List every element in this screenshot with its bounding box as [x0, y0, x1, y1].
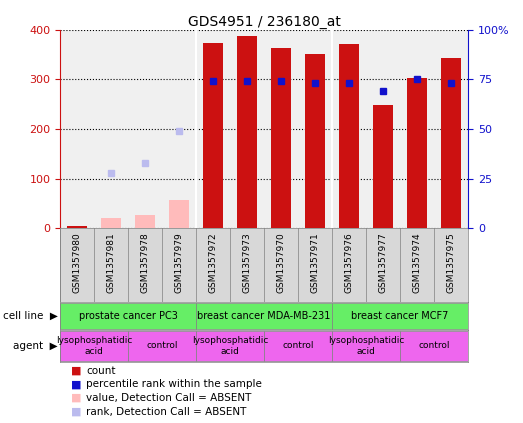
Text: control: control [282, 341, 314, 350]
Title: GDS4951 / 236180_at: GDS4951 / 236180_at [188, 14, 340, 29]
Bar [169, 200, 189, 228]
Text: lysophosphatidic
acid: lysophosphatidic acid [328, 336, 404, 355]
Bar [332, 331, 400, 361]
Bar [305, 55, 325, 228]
Text: lysophosphatidic
acid: lysophosphatidic acid [192, 336, 268, 355]
Text: GSM1357972: GSM1357972 [209, 232, 218, 293]
Text: lysophosphatidic
acid: lysophosphatidic acid [56, 336, 132, 355]
Bar [339, 44, 359, 228]
Text: GSM1357978: GSM1357978 [141, 232, 150, 293]
Bar [373, 104, 393, 228]
Bar [101, 219, 121, 228]
Bar [128, 331, 196, 361]
Text: GSM1357974: GSM1357974 [413, 232, 422, 293]
Text: ■: ■ [71, 407, 81, 417]
Text: control: control [418, 341, 450, 350]
Text: agent  ▶: agent ▶ [13, 341, 58, 351]
Text: control: control [146, 341, 178, 350]
Bar [271, 49, 291, 228]
Text: cell line  ▶: cell line ▶ [3, 311, 58, 321]
Bar [203, 43, 223, 228]
Bar [332, 303, 468, 330]
Text: GSM1357979: GSM1357979 [175, 232, 184, 293]
Bar [60, 331, 128, 361]
Text: GSM1357975: GSM1357975 [447, 232, 456, 293]
Bar [400, 331, 468, 361]
Text: GSM1357973: GSM1357973 [243, 232, 252, 293]
Text: percentile rank within the sample: percentile rank within the sample [86, 379, 262, 390]
Text: GSM1357971: GSM1357971 [311, 232, 320, 293]
Text: GSM1357970: GSM1357970 [277, 232, 286, 293]
Text: value, Detection Call = ABSENT: value, Detection Call = ABSENT [86, 393, 252, 403]
Bar [237, 36, 257, 228]
Bar [196, 303, 332, 330]
Text: ■: ■ [71, 366, 81, 376]
Text: ■: ■ [71, 379, 81, 390]
Bar [264, 331, 332, 361]
Text: breast cancer MDA-MB-231: breast cancer MDA-MB-231 [197, 311, 331, 321]
Text: GSM1357980: GSM1357980 [73, 232, 82, 293]
Text: GSM1357977: GSM1357977 [379, 232, 388, 293]
Text: rank, Detection Call = ABSENT: rank, Detection Call = ABSENT [86, 407, 247, 417]
Bar [441, 58, 461, 228]
Text: breast cancer MCF7: breast cancer MCF7 [351, 311, 449, 321]
Text: prostate cancer PC3: prostate cancer PC3 [78, 311, 178, 321]
Text: GSM1357981: GSM1357981 [107, 232, 116, 293]
Text: count: count [86, 366, 116, 376]
Bar [67, 226, 87, 228]
Bar [135, 215, 155, 228]
Text: GSM1357976: GSM1357976 [345, 232, 354, 293]
Text: ■: ■ [71, 393, 81, 403]
Bar [196, 331, 264, 361]
Bar [407, 78, 427, 228]
Bar [60, 303, 196, 330]
